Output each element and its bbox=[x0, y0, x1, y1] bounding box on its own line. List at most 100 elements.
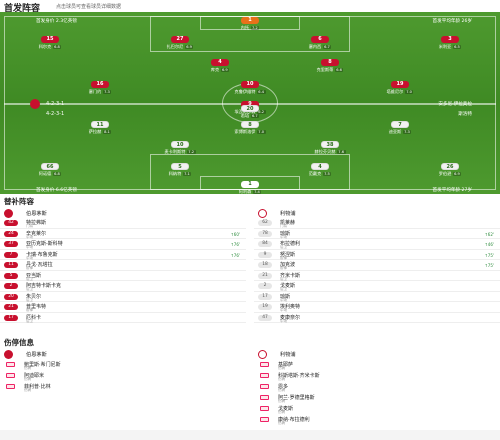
injury-row[interactable]: 恩多 伤病 bbox=[254, 381, 500, 392]
home-player[interactable]: 19 塔维尼尔 7.0 bbox=[380, 81, 420, 95]
player-name: 克鲁伊维特 6.4 bbox=[234, 89, 266, 95]
home-player[interactable]: 8 克里斯蒂 6.6 bbox=[310, 59, 350, 73]
home-player[interactable]: 1 内托 7.2 bbox=[230, 17, 270, 31]
away-player[interactable]: 7 迪亚斯 7.3 bbox=[380, 121, 420, 135]
sub-row[interactable]: 7 卡瑞·布鲁克斯 中场 ↑76' bbox=[0, 250, 246, 260]
sub-row[interactable]: 24 辛克莱尔 中场 ↑60' bbox=[0, 229, 246, 239]
player-rating: 6.7 bbox=[322, 44, 332, 49]
jersey-number: 1 bbox=[241, 181, 259, 189]
away-subs-team-name: 利物浦 bbox=[280, 211, 296, 217]
sub-position: 前锋 bbox=[26, 266, 33, 271]
away-player[interactable]: 38 赫拉芬贝赫 7.6 bbox=[310, 141, 350, 155]
jersey-number: 7 bbox=[391, 121, 409, 129]
player-name: 内托 7.2 bbox=[240, 25, 260, 31]
sub-in-event: ↑62' bbox=[484, 231, 494, 237]
home-subs-list: 42 特拉弗斯 门将 24 辛克莱尔 中场 ↑60' 37 亚历克斯-斯科特 中场 ↑76' 7 卡瑞·… bbox=[0, 218, 246, 323]
sub-row[interactable]: 9 努涅斯 前锋 ↑75' bbox=[254, 250, 500, 260]
away-player[interactable]: 1 阿利森 7.4 bbox=[230, 181, 270, 194]
sub-row[interactable]: 62 凯莱赫 门将 bbox=[254, 218, 500, 229]
jersey-number: 11 bbox=[91, 121, 109, 129]
away-injury-list: 基耶萨 伤病 科斯塔斯·齐米卡斯 伤病 恩多 伤病 阿兰·罗德里格斯 伤病 戈麦斯 伤病 康纳·布拉… bbox=[254, 359, 500, 425]
jersey-number: 15 bbox=[41, 35, 59, 43]
player-rating: 7.4 bbox=[252, 190, 262, 194]
home-player[interactable]: 6 塞内西 6.7 bbox=[300, 35, 340, 50]
sub-number: 24 bbox=[4, 230, 18, 237]
home-player[interactable]: 4 库克 6.9 bbox=[200, 59, 240, 73]
injury-row[interactable]: 菲利普·比林 伤病 bbox=[0, 381, 246, 392]
player-rating: 6.8 bbox=[52, 44, 62, 49]
injured-player-name: 阿兰·罗德里格斯 bbox=[278, 394, 315, 401]
home-player[interactable]: 15 科尔克 6.8 bbox=[30, 35, 70, 50]
away-injury-head: 利物浦 bbox=[254, 348, 500, 359]
sub-position: 门将 bbox=[280, 224, 287, 229]
jersey-number: 9 bbox=[241, 101, 259, 109]
sub-in-event: ↑76' bbox=[230, 242, 240, 247]
home-formation: 4-2-3-1 bbox=[46, 101, 65, 107]
sub-row[interactable]: 17 琼斯 中场 bbox=[254, 292, 500, 302]
sub-row[interactable]: 5 亚当斯 后卫 bbox=[0, 271, 246, 281]
away-player[interactable]: 5 科纳特 7.1 bbox=[160, 163, 200, 177]
away-player[interactable]: 11 萨拉赫 8.1 bbox=[80, 121, 120, 135]
sub-name: 琼斯 bbox=[280, 293, 291, 300]
sub-row[interactable]: 2 戈麦斯 后卫 bbox=[254, 281, 500, 292]
sub-row[interactable]: 47 麦康奈尔 中场 bbox=[254, 313, 500, 323]
sub-row[interactable]: 11 丹戈·瓦塔拉 前锋 bbox=[0, 260, 246, 271]
home-player[interactable]: 10 克鲁伊维特 6.4 bbox=[230, 81, 270, 95]
away-player[interactable]: 8 索博斯洛伊 7.0 bbox=[230, 121, 270, 135]
sub-row[interactable]: 42 特拉弗斯 门将 bbox=[0, 218, 246, 229]
injury-row[interactable]: 阿迪耶米 伤病 bbox=[0, 370, 246, 381]
injury-status: 伤病 bbox=[24, 366, 32, 370]
sub-number: 17 bbox=[258, 293, 272, 300]
injury-row[interactable]: 戈麦斯 伤病 bbox=[254, 403, 500, 414]
home-avg-age: 首发平均年龄 26岁 bbox=[432, 19, 472, 24]
sub-position: 中场 bbox=[26, 234, 33, 239]
injury-status: 伤病 bbox=[278, 388, 286, 392]
injury-row[interactable]: 阿兰·罗德里格斯 伤病 bbox=[254, 392, 500, 403]
player-name: 索博斯洛伊 7.0 bbox=[234, 129, 266, 135]
away-player[interactable]: 10 麦卡利斯特 7.2 bbox=[160, 141, 200, 155]
injury-row[interactable]: 鲍里斯·希门尼斯 伤病 bbox=[0, 359, 246, 370]
injured-player-name: 阿迪耶米 bbox=[24, 372, 45, 379]
sub-row[interactable]: 78 琼斯 中场 ↑62' bbox=[254, 229, 500, 239]
sub-row[interactable]: 19 埃利奥特 中场 bbox=[254, 302, 500, 313]
away-formation: 4-2-3-1 bbox=[46, 111, 65, 117]
sub-row[interactable]: 84 布拉德利 后卫 ↑46' bbox=[254, 239, 500, 250]
sub-row[interactable]: 20 朱贝尔 后卫 bbox=[0, 292, 246, 302]
home-player[interactable]: 16 塞门约 7.3 bbox=[80, 81, 120, 95]
injury-icon bbox=[260, 362, 269, 367]
sub-row[interactable]: 18 加克波 前锋 ↑75' bbox=[254, 260, 500, 271]
home-player[interactable]: 3 米利亚 6.5 bbox=[430, 35, 470, 50]
injury-row[interactable]: 科斯塔斯·齐米卡斯 伤病 bbox=[254, 370, 500, 381]
sub-number: 20 bbox=[4, 293, 18, 300]
sub-row[interactable]: 37 亚历克斯-斯科特 中场 ↑76' bbox=[0, 239, 246, 250]
away-injury-column: 利物浦 基耶萨 伤病 科斯塔斯·齐米卡斯 伤病 恩多 伤病 阿兰·罗德里格斯 伤病 戈麦斯 伤病康… bbox=[254, 348, 500, 425]
sub-row[interactable]: 2 阿吉特卡斯卡克 后卫 bbox=[0, 281, 246, 292]
home-avg-value: 首发身价 2.3亿英镑 bbox=[36, 19, 77, 24]
away-player[interactable]: 20 若塔 6.7 bbox=[230, 104, 270, 119]
home-player[interactable]: 27 扎巴尔尼 6.9 bbox=[160, 35, 200, 50]
home-subs-column: 伯恩茅斯 42 特拉弗斯 门将 24 辛克莱尔 中场 ↑60' 37 亚历克斯-斯科特 中场 ↑76… bbox=[0, 207, 246, 323]
player-name: 塔维尼尔 7.0 bbox=[386, 89, 414, 95]
injury-icon bbox=[260, 406, 269, 411]
sub-number: 2 bbox=[258, 283, 272, 289]
page-subtitle: 点击球员可查看球员详细数据 bbox=[56, 4, 122, 10]
injury-status: 伤病 bbox=[278, 421, 286, 425]
sub-row[interactable]: 21 齐米卡斯 后卫 bbox=[254, 271, 500, 281]
player-name: 范戴克 7.5 bbox=[308, 171, 332, 177]
jersey-number: 27 bbox=[171, 35, 189, 43]
player-name: 库克 6.9 bbox=[210, 67, 230, 73]
sub-position: 后卫 bbox=[26, 287, 33, 292]
player-name: 若塔 6.7 bbox=[240, 112, 260, 118]
sub-row[interactable]: 17 厄科卡 后卫 bbox=[0, 313, 246, 323]
away-player[interactable]: 4 范戴克 7.5 bbox=[300, 163, 340, 177]
injury-row[interactable]: 基耶萨 伤病 bbox=[254, 359, 500, 370]
sub-name: 戈麦斯 bbox=[280, 283, 296, 289]
injured-player-name: 戈麦斯 bbox=[278, 405, 294, 412]
injury-row[interactable]: 康纳·布拉德利 伤病 bbox=[254, 414, 500, 425]
away-player[interactable]: 66 阿诺德 6.8 bbox=[30, 163, 70, 177]
sub-row[interactable]: 21 普里韦特 前锋 bbox=[0, 302, 246, 313]
home-six-box bbox=[200, 16, 300, 30]
away-player[interactable]: 26 罗伯逊 6.9 bbox=[430, 163, 470, 177]
sub-name: 琼斯 bbox=[280, 230, 291, 237]
player-rating: 6.8 bbox=[52, 172, 62, 177]
